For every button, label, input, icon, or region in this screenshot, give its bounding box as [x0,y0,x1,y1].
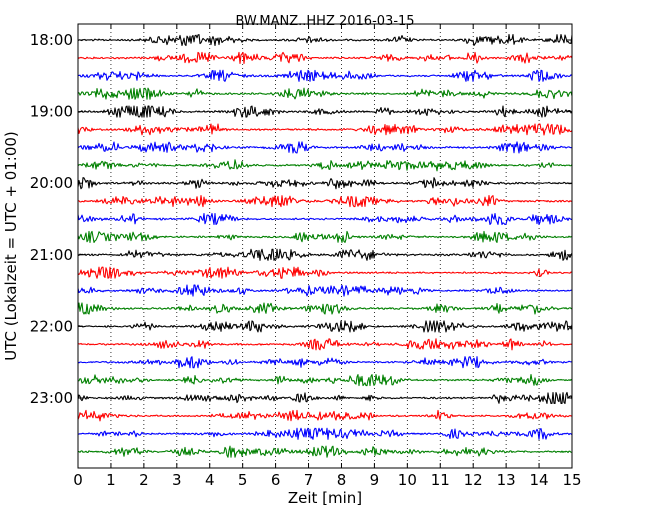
trace-2130 [77,284,573,297]
y-tick-label: 19:00 [30,103,73,121]
trace-2230 [77,356,573,369]
y-axis-ticks: 18:00 19:00 20:00 21:00 22:00 23:00 [30,31,572,407]
x-tick-label: 2 [139,471,149,489]
trace-1930 [77,141,573,154]
y-tick-label: 22:00 [30,317,73,335]
trace-1945 [77,159,573,172]
trace-2145 [77,302,573,315]
x-tick-label: 9 [370,471,380,489]
y-tick-label: 20:00 [30,174,73,192]
seismic-traces [77,33,573,458]
x-axis-ticks: 0 1 2 3 4 5 6 7 8 9 10 11 12 13 14 15 [73,24,582,489]
x-tick-label: 13 [497,471,516,489]
chart-title: BW.MANZ..HHZ 2016-03-15 [235,14,414,29]
x-tick-label: 11 [431,471,450,489]
y-axis-label: UTC (Lokalzeit = UTC + 01:00) [2,131,20,361]
trace-1815 [77,51,573,64]
x-tick-label: 0 [73,471,83,489]
x-tick-label: 4 [205,471,215,489]
y-tick-label: 18:00 [30,31,73,49]
x-tick-label: 14 [530,471,549,489]
trace-2300 [77,391,573,405]
x-axis-label: Zeit [min] [288,489,362,507]
x-tick-label: 5 [238,471,248,489]
x-tick-label: 3 [172,471,182,489]
trace-2045 [77,230,573,243]
grid-lines [110,24,540,468]
trace-2200 [77,320,573,333]
trace-2215 [77,338,573,351]
trace-2015 [77,195,573,208]
plot-frame [77,23,573,469]
trace-2000 [77,177,573,190]
x-tick-label: 15 [562,471,581,489]
trace-1900 [77,105,573,118]
y-tick-label: 23:00 [30,389,73,407]
trace-2030 [77,212,573,226]
trace-2330 [77,427,573,440]
trace-2315 [77,409,573,422]
x-tick-label: 7 [304,471,314,489]
trace-1800 [77,33,573,47]
y-tick-label: 21:00 [30,246,73,264]
trace-2345 [77,445,573,458]
x-tick-label: 8 [337,471,347,489]
trace-2115 [77,266,573,279]
trace-1845 [77,87,573,100]
trace-2100 [77,248,573,261]
trace-1915 [77,123,573,136]
x-tick-label: 1 [106,471,116,489]
trace-1830 [77,69,573,82]
x-tick-label: 6 [271,471,281,489]
trace-2245 [77,374,573,387]
x-tick-label: 12 [464,471,483,489]
x-tick-label: 10 [398,471,417,489]
